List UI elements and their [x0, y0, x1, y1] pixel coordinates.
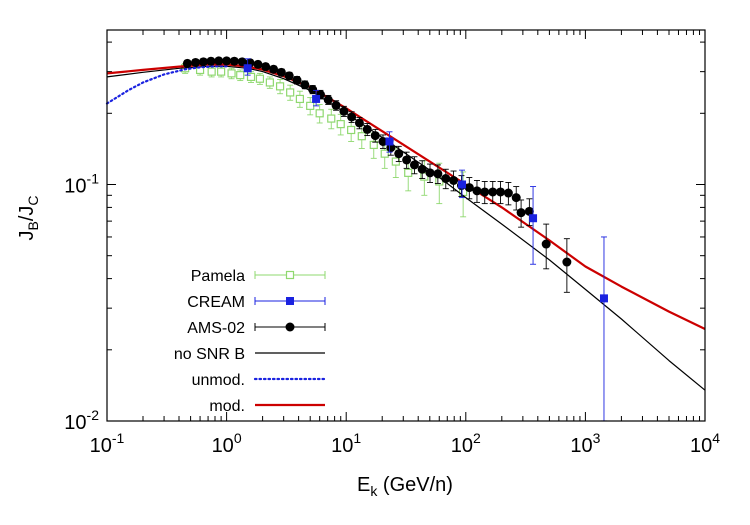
data-point-pamela — [295, 94, 304, 104]
x-tick-label: 100 — [212, 430, 242, 457]
data-point-pamela — [246, 72, 256, 82]
data-point-cream — [599, 294, 608, 303]
data-point-pamela — [369, 140, 378, 150]
data-point-ams-02 — [472, 186, 482, 196]
data-point-cream — [243, 64, 252, 73]
series-line-mod- — [106, 63, 706, 330]
data-point-ams-02 — [511, 193, 521, 203]
data-point-ams-02 — [229, 56, 239, 66]
data-point-ams-02 — [198, 57, 208, 67]
data-point-ams-02 — [488, 187, 498, 197]
data-point-ams-02 — [354, 118, 364, 128]
data-point-pamela — [357, 132, 366, 141]
data-point-ams-02 — [417, 164, 427, 174]
data-point-ams-02 — [394, 149, 404, 159]
data-point-ams-02 — [464, 183, 474, 193]
data-point-ams-02 — [331, 100, 341, 110]
legend-marker-ams-02 — [285, 322, 295, 332]
data-point-ams-02 — [541, 239, 551, 249]
y-tick-label: 10-2 — [64, 407, 99, 434]
data-point-pamela — [265, 78, 274, 87]
data-point-ams-02 — [433, 169, 443, 179]
data-point-ams-02 — [237, 57, 247, 67]
data-point-pamela — [217, 67, 226, 76]
data-point-ams-02 — [495, 187, 505, 197]
data-point-ams-02 — [339, 106, 349, 116]
data-point-ams-02 — [182, 58, 192, 68]
data-point-cream — [312, 94, 321, 103]
x-tick-label: 10-1 — [90, 430, 125, 457]
data-point-ams-02 — [449, 175, 459, 185]
data-point-pamela — [286, 88, 295, 97]
data-point-ams-02 — [386, 143, 396, 153]
data-point-ams-02 — [370, 131, 380, 141]
data-point-pamela — [404, 168, 413, 177]
x-tick-label: 102 — [451, 430, 481, 457]
series-line-unmod- — [105, 65, 228, 105]
data-point-ams-02 — [191, 57, 201, 67]
data-point-ams-02 — [323, 95, 333, 105]
legend: Pamela CREAM AMS-02 no SNR B unmod. mod. — [174, 268, 327, 415]
data-point-ams-02 — [206, 56, 216, 66]
data-point-pamela — [315, 109, 324, 118]
data-point-pamela — [275, 82, 285, 91]
legend-label-mod-: mod. — [209, 398, 245, 415]
data-point-ams-02 — [425, 168, 435, 178]
data-point-ams-02 — [378, 136, 388, 146]
data-point-cream — [458, 180, 467, 189]
plot-frame — [106, 29, 706, 422]
data-point-ams-02 — [480, 187, 490, 197]
y-axis-label: JB/JC — [16, 195, 41, 240]
data-point-ams-02 — [362, 124, 372, 134]
data-point-ams-02 — [284, 71, 294, 81]
data-point-ams-02 — [503, 188, 513, 198]
chart-series — [105, 56, 706, 422]
data-point-ams-02 — [308, 85, 318, 95]
data-point-ams-02 — [269, 64, 279, 74]
data-point-ams-02 — [441, 174, 451, 184]
data-point-ams-02 — [222, 56, 232, 66]
legend-marker-cream — [286, 297, 294, 305]
data-point-ams-02 — [516, 208, 526, 218]
x-tick-label: 101 — [331, 430, 361, 457]
data-point-ams-02 — [402, 155, 412, 165]
x-tick-label: 104 — [690, 430, 720, 457]
chart-ticks — [106, 30, 705, 422]
data-point-ams-02 — [347, 112, 357, 122]
data-point-ams-02 — [562, 257, 572, 267]
legend-label-no-snr-b: no SNR B — [174, 346, 245, 363]
data-point-pamela — [255, 74, 265, 83]
data-point-ams-02 — [253, 59, 263, 69]
data-point-ams-02 — [292, 75, 302, 85]
data-point-pamela — [380, 149, 389, 158]
data-point-ams-02 — [409, 160, 419, 170]
data-point-pamela — [347, 125, 356, 135]
legend-label-cream: CREAM — [187, 294, 245, 311]
data-point-ams-02 — [261, 62, 271, 72]
data-point-ams-02 — [300, 80, 310, 90]
legend-label-unmod-: unmod. — [192, 372, 245, 389]
data-point-ams-02 — [524, 206, 534, 216]
data-point-pamela — [306, 101, 315, 110]
data-point-pamela — [336, 120, 345, 129]
data-point-pamela — [236, 71, 245, 80]
data-point-pamela — [227, 69, 236, 78]
x-tick-label: 103 — [570, 430, 600, 457]
data-point-pamela — [327, 114, 336, 123]
legend-label-pamela: Pamela — [191, 268, 245, 285]
data-point-ams-02 — [214, 56, 224, 66]
legend-marker-pamela — [285, 270, 295, 280]
y-tick-label: 10-1 — [64, 170, 99, 197]
x-axis-label: Ek (GeV/n) — [357, 474, 453, 499]
legend-label-ams-02: AMS-02 — [187, 320, 245, 337]
series-line-no-snr-b — [106, 65, 706, 391]
data-point-ams-02 — [276, 67, 286, 77]
data-point-cream — [529, 214, 538, 223]
data-point-cream — [385, 137, 394, 146]
data-point-pamela — [207, 67, 216, 76]
